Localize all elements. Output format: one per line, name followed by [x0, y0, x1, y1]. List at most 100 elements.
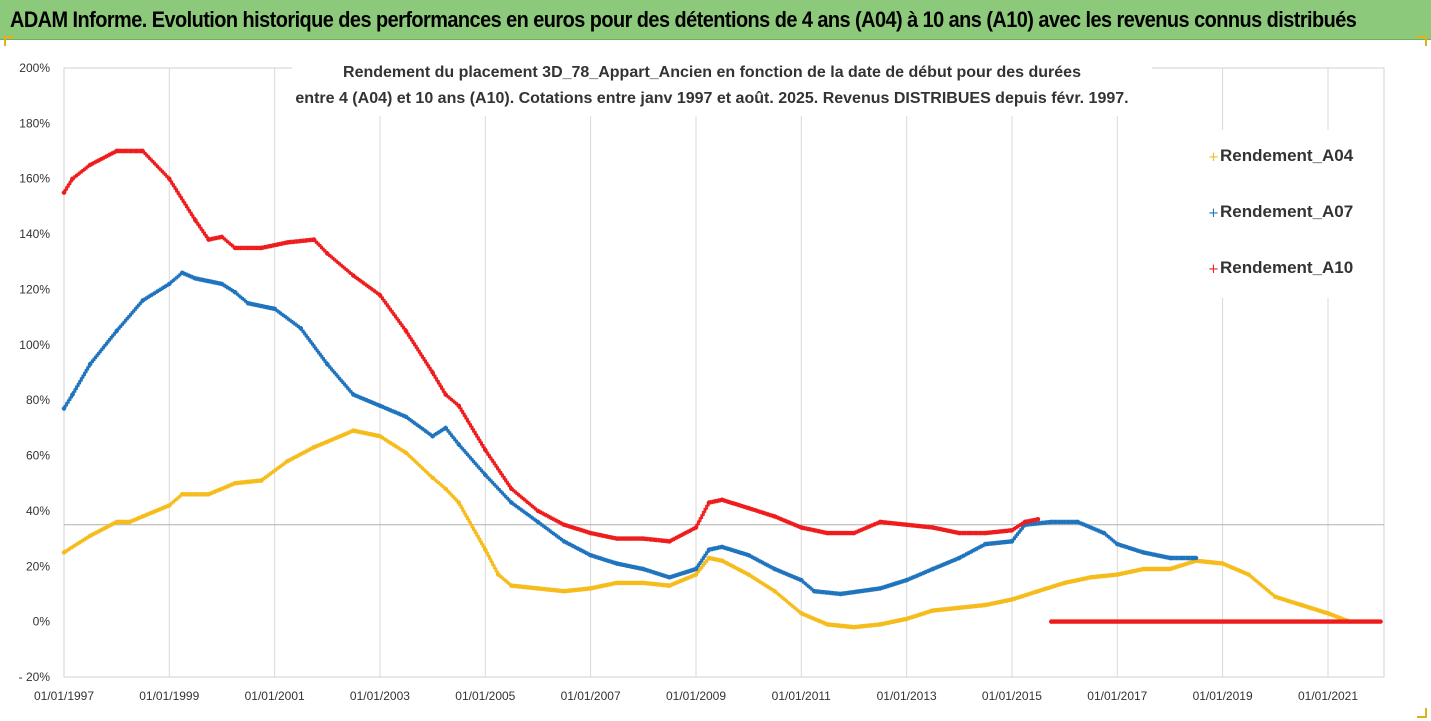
frame-corner-bracket [1417, 36, 1427, 46]
data-point [983, 530, 988, 536]
data-point [1167, 566, 1173, 572]
y-tick-label: 0% [33, 615, 51, 629]
x-tick-label: 01/01/2003 [350, 689, 410, 703]
axes: 01/01/1997 01/01/1999 01/01/2001 01/01/2003… [19, 61, 1359, 703]
data-point [377, 403, 383, 408]
data-point [1009, 539, 1015, 544]
data-point [456, 500, 461, 505]
data-point [1009, 597, 1015, 602]
data-point [509, 583, 514, 588]
legend-background [1168, 130, 1380, 298]
x-tick-label: 01/01/2011 [772, 689, 831, 703]
data-point [1115, 541, 1120, 547]
data-point [851, 625, 857, 630]
data-point [509, 500, 514, 505]
frame-corner-bracket [1417, 708, 1427, 718]
data-point [614, 536, 619, 541]
data-point [957, 605, 962, 610]
data-point [667, 575, 672, 580]
y-tick-label: 80% [26, 393, 50, 407]
x-tick-label: 01/01/2013 [877, 689, 937, 703]
data-point [61, 190, 67, 195]
y-tick-label: - 20% [19, 670, 51, 684]
data-point [456, 442, 461, 447]
data-point [746, 572, 751, 577]
data-point [430, 434, 435, 439]
data-point [403, 328, 409, 334]
x-tick-label: 01/01/2009 [666, 689, 726, 703]
data-point [693, 572, 699, 577]
banner: ADAM Informe. Evolution historique des p… [0, 0, 1431, 40]
data-point [430, 370, 435, 375]
data-point [325, 251, 330, 256]
data-point [1141, 550, 1146, 555]
y-tick-label: 120% [19, 282, 50, 296]
data-point [180, 492, 185, 497]
data-point [957, 530, 962, 536]
data-point [232, 245, 238, 251]
data-point [70, 392, 75, 397]
data-point [456, 403, 461, 408]
data-point [206, 237, 211, 242]
data-point [403, 414, 409, 419]
data-point [719, 497, 725, 502]
data-point [377, 292, 383, 298]
series-Rendement_A07 [61, 270, 1199, 597]
data-point [298, 326, 303, 331]
y-tick-label: 160% [19, 172, 50, 186]
data-point [325, 439, 330, 444]
data-point [351, 392, 356, 397]
data-point [114, 519, 119, 525]
frame-corner-bracket [4, 36, 14, 46]
series-Rendement_A10 [61, 148, 1383, 624]
data-point [825, 622, 830, 627]
data-point [1035, 517, 1041, 522]
data-point [87, 362, 93, 367]
data-point [232, 290, 238, 295]
data-point [114, 328, 119, 334]
data-point [483, 472, 488, 478]
data-point [930, 525, 935, 530]
data-point [588, 586, 593, 591]
data-point [983, 602, 988, 608]
data-point [693, 525, 699, 530]
data-point [1325, 611, 1331, 616]
data-point [1273, 594, 1278, 599]
chart-subtitle-line-2: entre 4 (A04) et 10 ans (A10). Cotations… [295, 90, 1128, 107]
data-point [180, 270, 185, 275]
data-point [61, 550, 67, 555]
data-point [838, 591, 843, 597]
data-point [351, 428, 356, 433]
data-point [285, 240, 290, 245]
data-point [325, 362, 330, 367]
data-point [1049, 519, 1054, 525]
data-point [61, 406, 67, 411]
data-point [641, 566, 646, 572]
data-point [443, 486, 448, 491]
data-point [706, 500, 712, 505]
data-point [1101, 530, 1107, 536]
data-point [719, 544, 725, 550]
x-tick-label: 01/01/2001 [245, 689, 305, 703]
data-point [1141, 566, 1146, 572]
legend-label-Rendement_A07: Rendement_A07 [1220, 202, 1353, 221]
data-point [706, 547, 712, 552]
data-point [641, 536, 646, 541]
data-point [140, 298, 145, 303]
data-point [1378, 619, 1383, 624]
data-point [219, 281, 225, 287]
data-point [496, 572, 501, 577]
data-point [1009, 528, 1015, 533]
data-point [904, 522, 909, 527]
data-point [614, 580, 619, 586]
data-point [930, 566, 935, 572]
data-point [561, 539, 567, 544]
data-point [87, 162, 93, 168]
data-point [535, 519, 541, 525]
y-tick-label: 40% [26, 504, 50, 518]
gridlines [168, 68, 1329, 677]
data-point [285, 458, 290, 464]
series-Rendement_A04 [61, 428, 1353, 630]
data-point [140, 148, 145, 154]
legend-label-Rendement_A10: Rendement_A10 [1220, 258, 1353, 277]
